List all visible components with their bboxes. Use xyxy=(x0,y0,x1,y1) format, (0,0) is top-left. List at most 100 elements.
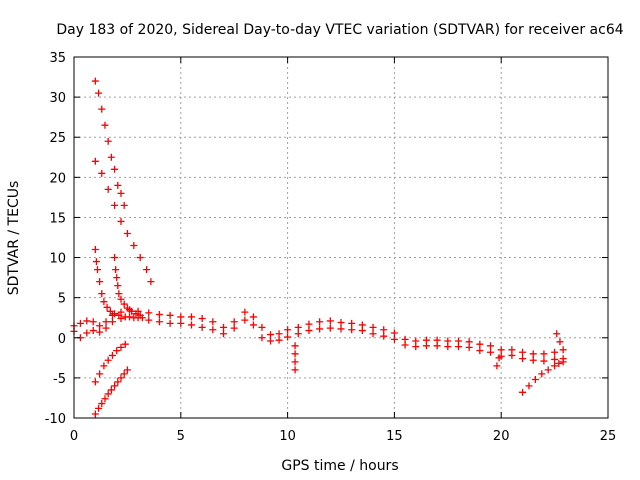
data-point xyxy=(284,333,292,341)
data-point xyxy=(291,342,299,350)
x-tick-label: 0 xyxy=(70,429,78,444)
data-point xyxy=(275,330,283,338)
data-point xyxy=(145,316,153,324)
data-point xyxy=(136,311,144,319)
data-point xyxy=(104,390,112,398)
data-point xyxy=(551,355,559,363)
data-point xyxy=(91,157,99,165)
data-point xyxy=(258,334,266,342)
data-point xyxy=(267,331,275,339)
x-axis-label: GPS time / hours xyxy=(281,458,398,474)
y-tick-label: 5 xyxy=(58,292,66,307)
data-point xyxy=(117,374,125,382)
data-point xyxy=(104,356,112,364)
y-tick-label: 25 xyxy=(49,131,66,146)
data-point xyxy=(101,395,109,403)
data-point xyxy=(531,375,539,383)
data-point xyxy=(166,319,174,327)
data-point xyxy=(284,326,292,334)
data-point xyxy=(316,318,324,326)
data-point xyxy=(519,355,527,363)
data-point xyxy=(96,370,104,378)
data-point xyxy=(444,343,452,351)
data-point xyxy=(115,311,123,319)
data-point xyxy=(495,354,503,362)
data-point xyxy=(291,358,299,366)
data-point xyxy=(120,201,128,209)
data-point xyxy=(529,356,537,364)
data-point xyxy=(220,323,228,331)
data-point xyxy=(249,321,257,329)
data-point xyxy=(559,358,567,366)
data-point xyxy=(551,362,559,370)
data-point xyxy=(91,246,99,254)
data-point xyxy=(390,329,398,337)
data-point xyxy=(476,347,484,355)
x-tick-label: 20 xyxy=(493,429,510,444)
series-arc-decay xyxy=(91,157,155,286)
data-point xyxy=(104,137,112,145)
series-arc-late xyxy=(519,358,567,396)
data-point xyxy=(465,343,473,351)
data-point xyxy=(529,350,537,358)
data-point xyxy=(249,313,257,321)
data-point xyxy=(187,313,195,321)
data-point xyxy=(258,323,266,331)
data-point xyxy=(551,348,559,356)
y-tick-label: 0 xyxy=(58,332,66,347)
data-point xyxy=(556,338,564,346)
data-point xyxy=(559,346,567,354)
data-point xyxy=(422,342,430,350)
data-point xyxy=(555,359,563,367)
data-point xyxy=(493,362,501,370)
data-point xyxy=(433,342,441,350)
data-point xyxy=(114,181,122,189)
data-point xyxy=(92,258,100,266)
data-point xyxy=(497,346,505,354)
data-point xyxy=(380,332,388,340)
data-point xyxy=(294,330,302,338)
data-point xyxy=(553,330,561,338)
series-arc-main-lower xyxy=(70,313,567,365)
data-point xyxy=(117,295,125,303)
data-point xyxy=(123,304,131,312)
data-point xyxy=(96,278,104,286)
data-point xyxy=(294,323,302,331)
data-point xyxy=(316,325,324,333)
data-point xyxy=(390,335,398,343)
data-point xyxy=(111,201,119,209)
data-point xyxy=(98,290,106,298)
data-point xyxy=(267,337,275,345)
data-point xyxy=(111,254,119,262)
y-tick-label: 35 xyxy=(49,51,66,66)
y-tick-label: -5 xyxy=(53,372,66,387)
data-point xyxy=(369,323,377,331)
axis-ticks: 0 5 10 15 20 25 -10 -5 0 5 10 15 20 25 30 35 xyxy=(45,51,617,444)
grid xyxy=(74,57,608,418)
data-point xyxy=(96,328,104,336)
data-point xyxy=(76,319,84,327)
data-point xyxy=(230,324,238,332)
data-point xyxy=(120,300,128,308)
data-point xyxy=(348,326,356,334)
data-point xyxy=(115,290,123,298)
data-point xyxy=(91,410,99,418)
data-point xyxy=(220,330,228,338)
data-point xyxy=(508,351,516,359)
data-point xyxy=(107,153,115,161)
data-point xyxy=(147,278,155,286)
data-point xyxy=(123,229,131,237)
data-point xyxy=(291,366,299,374)
data-point xyxy=(380,326,388,334)
series-arc-neg-1 xyxy=(91,340,129,386)
y-tick-label: 15 xyxy=(49,211,66,226)
data-point xyxy=(111,310,119,318)
data-point xyxy=(187,321,195,329)
data-point xyxy=(454,343,462,351)
data-point xyxy=(93,266,101,274)
data-point xyxy=(519,388,527,396)
data-point xyxy=(113,347,121,355)
data-point xyxy=(102,318,110,326)
series-arc-steep xyxy=(91,77,128,209)
x-tick-label: 25 xyxy=(600,429,617,444)
